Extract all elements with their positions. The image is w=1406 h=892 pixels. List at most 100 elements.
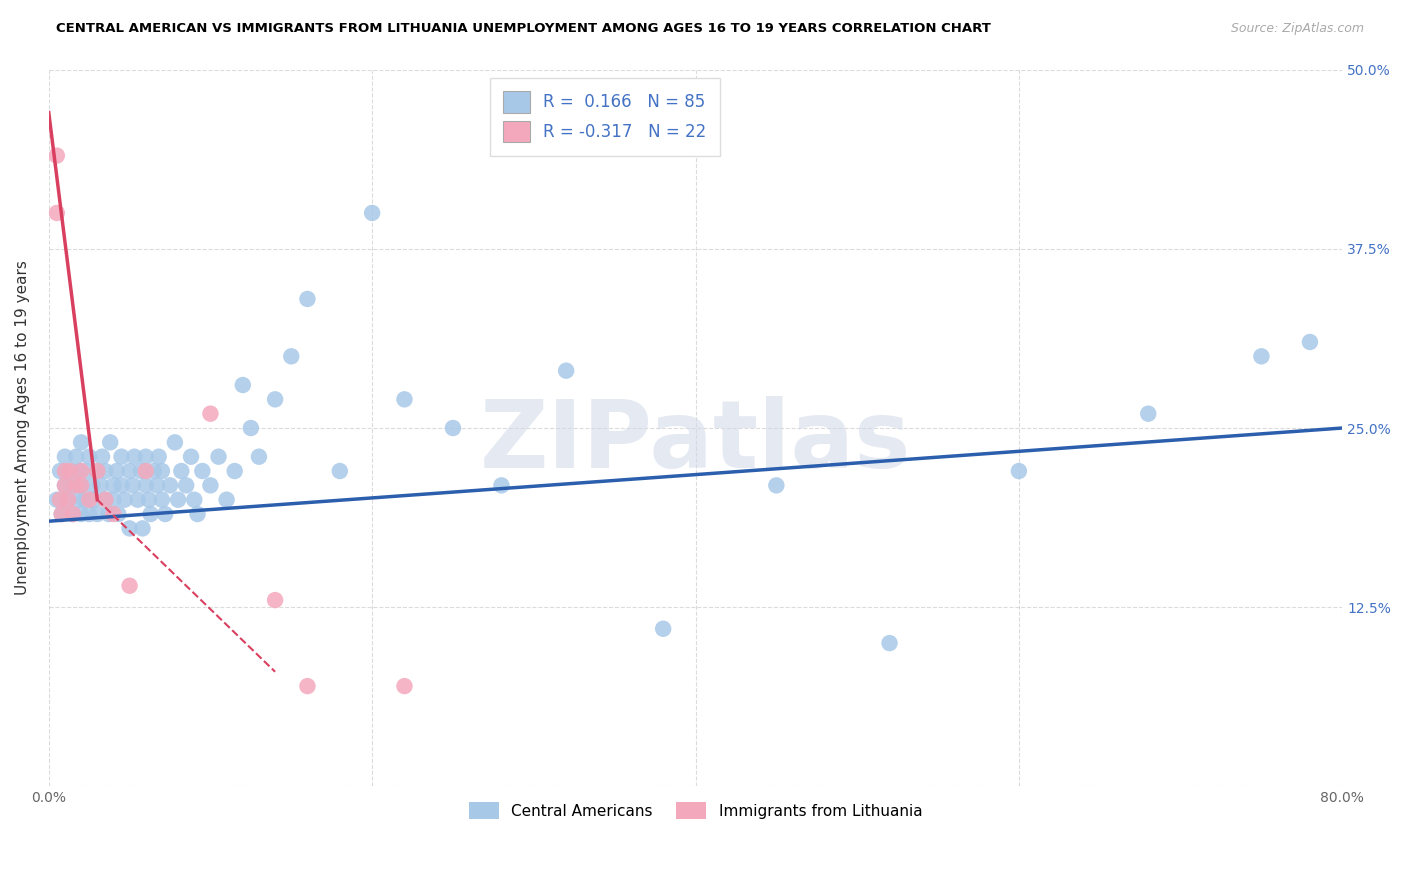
Point [264,593,287,607]
Point [138,492,160,507]
Point [142,464,165,478]
Point [86,507,108,521]
Point [394,679,416,693]
Point [163,435,186,450]
Point [97,507,120,521]
Point [121,478,143,492]
Point [224,464,246,478]
Point [297,292,319,306]
Point [70,478,93,492]
Point [59,464,82,478]
Point [159,478,181,492]
Point [110,450,132,464]
Point [65,478,87,492]
Point [200,478,222,492]
Point [94,464,117,478]
Point [146,478,169,492]
Point [77,492,100,507]
Point [70,464,93,478]
Point [49,492,72,507]
Point [110,478,132,492]
Point [89,478,111,492]
Point [129,464,152,478]
Point [361,206,384,220]
Text: CENTRAL AMERICAN VS IMMIGRANTS FROM LITHUANIA UNEMPLOYMENT AMONG AGES 16 TO 19 Y: CENTRAL AMERICAN VS IMMIGRANTS FROM LITH… [56,22,991,36]
Point [77,507,100,521]
Point [62,478,84,492]
Point [75,464,97,478]
Point [153,507,176,521]
Y-axis label: Unemployment Among Ages 16 to 19 years: Unemployment Among Ages 16 to 19 years [15,260,30,596]
Point [49,464,72,478]
Point [167,492,190,507]
Point [91,450,114,464]
Point [765,478,787,492]
Point [232,378,254,392]
Point [1299,334,1322,349]
Point [131,521,153,535]
Point [94,492,117,507]
Point [297,679,319,693]
Point [66,492,89,507]
Point [69,464,91,478]
Point [82,478,104,492]
Point [247,450,270,464]
Point [73,492,96,507]
Point [139,507,162,521]
Point [86,464,108,478]
Point [135,478,157,492]
Point [45,148,67,162]
Point [53,464,76,478]
Point [77,450,100,464]
Point [56,492,79,507]
Legend: Central Americans, Immigrants from Lithuania: Central Americans, Immigrants from Lithu… [463,796,928,825]
Text: ZIPatlas: ZIPatlas [479,396,911,488]
Point [45,206,67,220]
Point [491,478,513,492]
Point [53,478,76,492]
Point [150,464,173,478]
Point [107,507,129,521]
Point [394,392,416,407]
Point [191,464,214,478]
Point [70,435,93,450]
Point [148,450,170,464]
Point [150,492,173,507]
Point [118,579,141,593]
Point [94,492,117,507]
Point [1250,349,1272,363]
Point [98,435,121,450]
Point [215,492,238,507]
Point [207,450,229,464]
Point [70,478,93,492]
Point [879,636,901,650]
Point [62,507,84,521]
Point [118,464,141,478]
Point [62,507,84,521]
Point [105,464,128,478]
Point [103,478,125,492]
Point [186,507,208,521]
Point [264,392,287,407]
Point [86,464,108,478]
Point [53,450,76,464]
Text: Source: ZipAtlas.com: Source: ZipAtlas.com [1230,22,1364,36]
Point [180,450,202,464]
Point [103,507,125,521]
Point [53,478,76,492]
Point [45,492,67,507]
Point [135,450,157,464]
Point [127,492,149,507]
Point [65,450,87,464]
Point [124,450,146,464]
Point [280,349,302,363]
Point [70,507,93,521]
Point [555,364,578,378]
Point [239,421,262,435]
Point [135,464,157,478]
Point [200,407,222,421]
Point [1137,407,1160,421]
Point [1008,464,1031,478]
Point [652,622,675,636]
Point [174,478,197,492]
